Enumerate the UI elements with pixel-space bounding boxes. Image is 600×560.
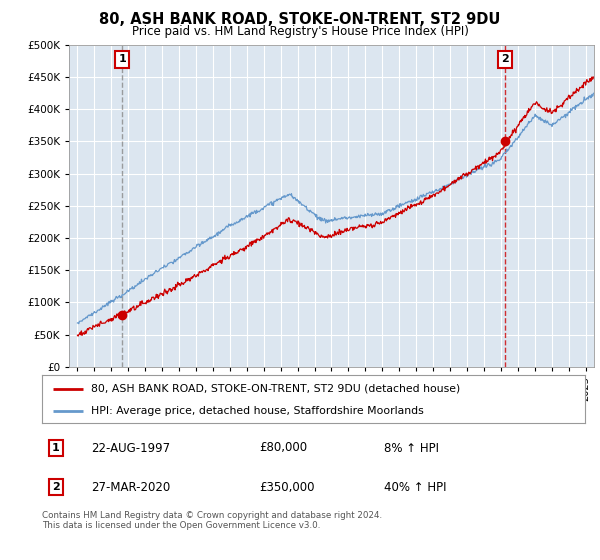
Text: 40% ↑ HPI: 40% ↑ HPI [384, 480, 446, 494]
Text: Contains HM Land Registry data © Crown copyright and database right 2024.
This d: Contains HM Land Registry data © Crown c… [42, 511, 382, 530]
Text: £80,000: £80,000 [259, 441, 307, 455]
Text: Price paid vs. HM Land Registry's House Price Index (HPI): Price paid vs. HM Land Registry's House … [131, 25, 469, 38]
Text: 27-MAR-2020: 27-MAR-2020 [91, 480, 170, 494]
Text: 2: 2 [501, 54, 509, 64]
Text: 1: 1 [118, 54, 126, 64]
Text: 22-AUG-1997: 22-AUG-1997 [91, 441, 170, 455]
Text: 8% ↑ HPI: 8% ↑ HPI [384, 441, 439, 455]
Text: £350,000: £350,000 [259, 480, 315, 494]
Text: 80, ASH BANK ROAD, STOKE-ON-TRENT, ST2 9DU: 80, ASH BANK ROAD, STOKE-ON-TRENT, ST2 9… [100, 12, 500, 27]
Text: 1: 1 [52, 443, 59, 453]
Text: 2: 2 [52, 482, 59, 492]
Text: HPI: Average price, detached house, Staffordshire Moorlands: HPI: Average price, detached house, Staf… [91, 406, 424, 416]
Text: 80, ASH BANK ROAD, STOKE-ON-TRENT, ST2 9DU (detached house): 80, ASH BANK ROAD, STOKE-ON-TRENT, ST2 9… [91, 384, 460, 394]
